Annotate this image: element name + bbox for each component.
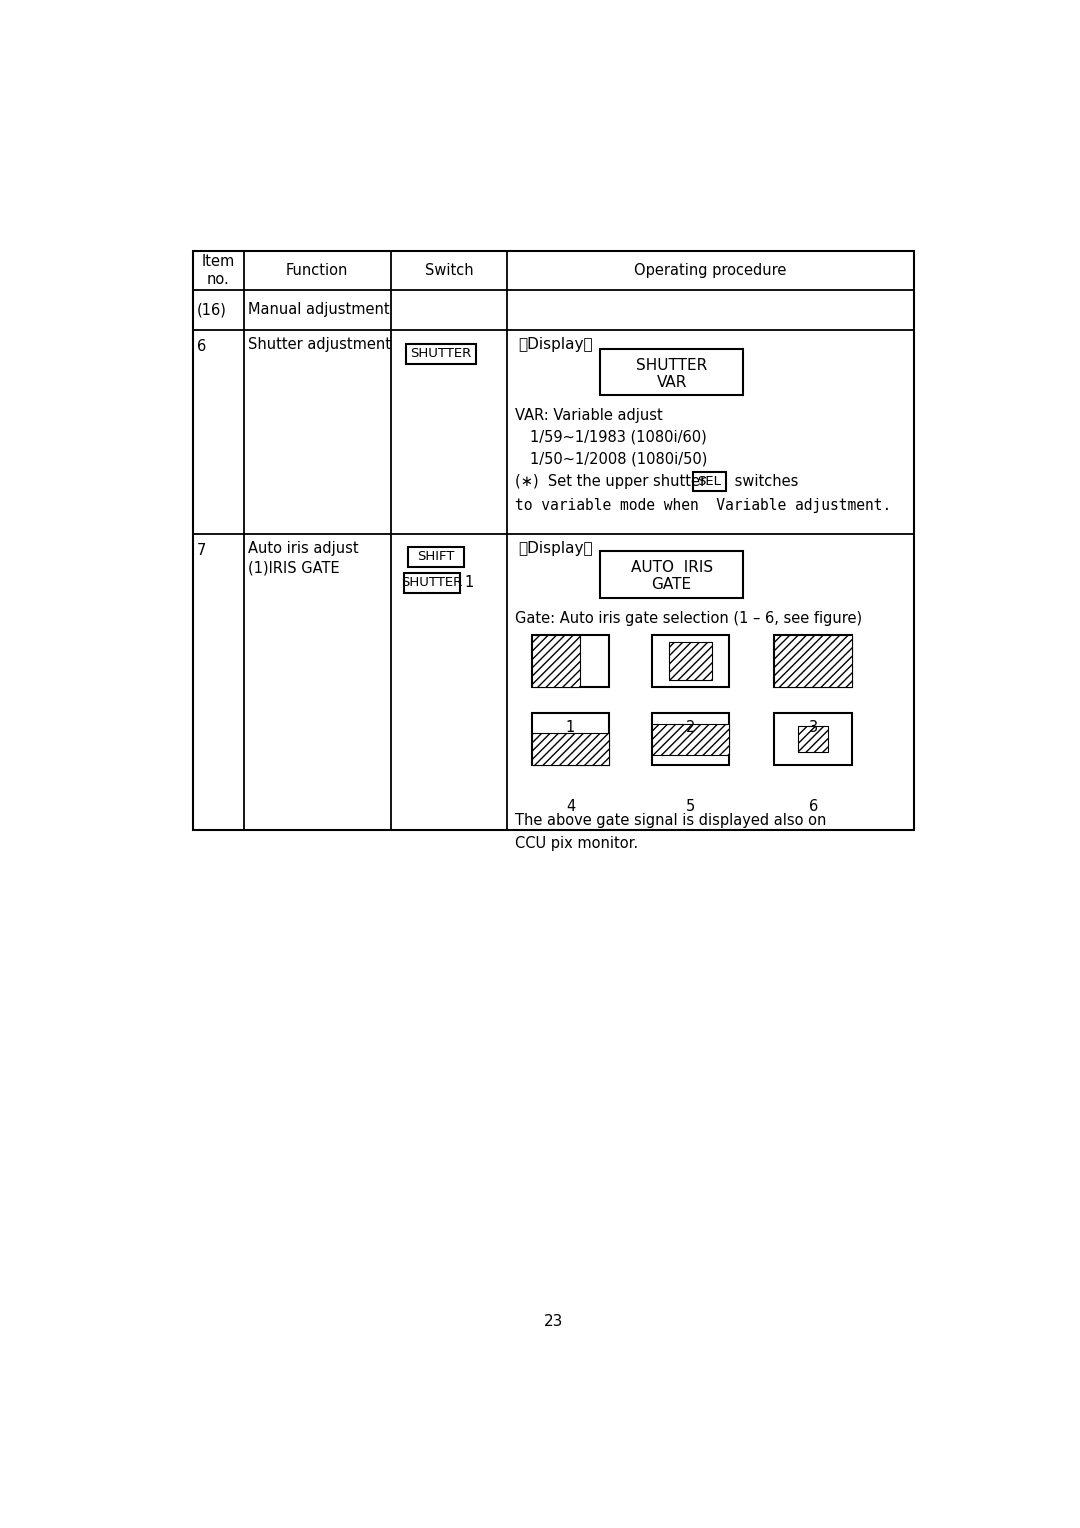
Text: 1: 1 [566,720,576,735]
Bar [408,547,463,567]
Text: 3: 3 [809,720,818,735]
Bar [193,251,914,830]
Text: 1: 1 [464,576,474,590]
Bar [652,724,729,755]
Text: Gate: Auto iris gate selection (1 – 6, see figure): Gate: Auto iris gate selection (1 – 6, s… [515,611,862,626]
Bar [652,714,729,766]
Text: 23: 23 [544,1314,563,1329]
Bar [669,642,713,680]
Text: AUTO  IRIS: AUTO IRIS [631,561,713,575]
Text: 6: 6 [809,799,818,814]
Text: Function: Function [286,263,349,278]
Text: Switch: Switch [424,263,473,278]
Text: VAR: VAR [657,374,687,390]
Text: Item
no.: Item no. [202,254,235,287]
Text: GATE: GATE [651,578,692,593]
Bar [798,726,828,752]
Text: Manual adjustment: Manual adjustment [248,303,390,318]
Text: SHIFT: SHIFT [417,550,455,564]
Bar [531,634,580,688]
Text: 1/59~1/1983 (1080i/60): 1/59~1/1983 (1080i/60) [530,429,707,445]
Text: 7: 7 [197,542,206,558]
Text: SHUTTER: SHUTTER [410,347,472,361]
Bar [531,714,609,766]
Text: The above gate signal is displayed also on: The above gate signal is displayed also … [515,813,826,828]
Bar [774,634,852,688]
Text: Shutter adjustment: Shutter adjustment [248,338,391,353]
Text: 5: 5 [686,799,696,814]
Bar [652,634,729,688]
Bar [600,348,743,396]
Bar [693,472,726,490]
Text: 「Display」: 「Display」 [518,541,593,556]
Text: 1/50~1/2008 (1080i/50): 1/50~1/2008 (1080i/50) [530,451,707,466]
Text: Auto iris adjust: Auto iris adjust [248,541,359,556]
Text: 2: 2 [686,720,696,735]
Bar [600,552,743,597]
Text: SEL: SEL [698,475,721,487]
Bar [531,634,609,688]
Bar [404,573,460,593]
Text: (16): (16) [197,303,227,318]
Text: to variable mode when  Variable adjustment.: to variable mode when Variable adjustmen… [515,498,891,512]
Text: CCU pix monitor.: CCU pix monitor. [515,836,638,851]
Text: VAR: Variable adjust: VAR: Variable adjust [515,408,662,423]
Text: SHUTTER: SHUTTER [636,358,707,373]
Bar [774,634,852,688]
Text: Operating procedure: Operating procedure [634,263,786,278]
Bar [774,714,852,766]
Text: 4: 4 [566,799,576,814]
Text: SHUTTER: SHUTTER [401,576,462,590]
Text: 6: 6 [197,339,206,354]
Bar [406,344,476,364]
Bar [531,733,609,766]
Text: switches: switches [730,474,798,489]
Text: 「Display」: 「Display」 [518,338,593,353]
Text: (1)IRIS GATE: (1)IRIS GATE [248,561,340,576]
Text: (∗)  Set the upper shutter: (∗) Set the upper shutter [515,474,706,489]
